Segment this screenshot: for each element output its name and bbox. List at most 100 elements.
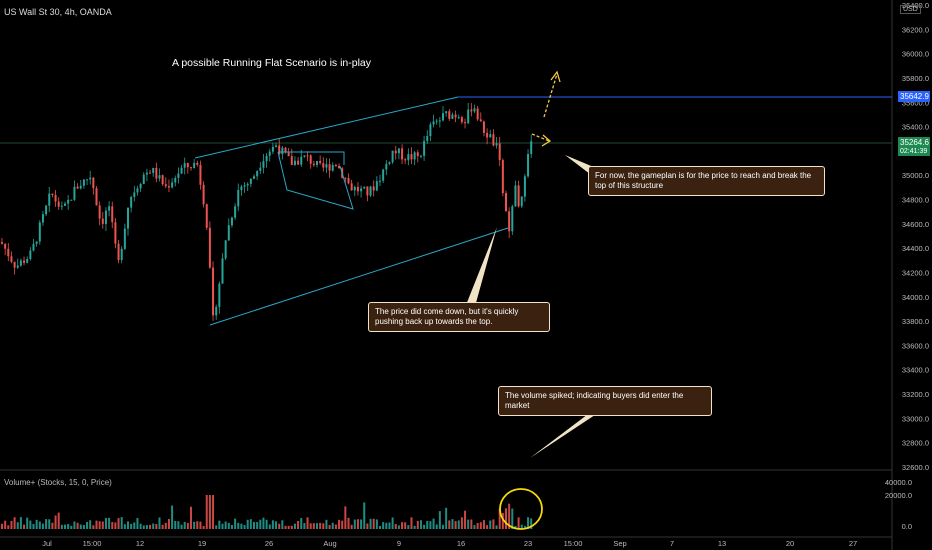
- volume-bar: [281, 520, 284, 529]
- volume-bar: [442, 524, 444, 529]
- volume-bar: [356, 519, 359, 529]
- volume-bar: [438, 511, 441, 529]
- volume-bar: [316, 523, 318, 529]
- volume-bar: [180, 524, 183, 529]
- volume-bar: [133, 522, 136, 529]
- volume-bar: [287, 525, 290, 529]
- volume-bar: [372, 518, 375, 529]
- last-price-tag[interactable]: 35264.6: [898, 137, 930, 148]
- candle-body: [505, 193, 507, 212]
- volume-bar: [401, 522, 404, 529]
- volume-bar: [492, 519, 495, 529]
- price-down-callout[interactable]: The price did come down, but it's quickl…: [368, 302, 550, 332]
- resistance-price-tag[interactable]: 35642.9: [898, 91, 930, 102]
- price-tick-label: 35600.0: [902, 98, 929, 107]
- candle-body: [38, 222, 41, 242]
- candle-body: [19, 260, 22, 266]
- volume-bar: [385, 522, 388, 529]
- candle-body: [419, 155, 422, 157]
- candle-body: [246, 183, 249, 186]
- candle-body: [26, 258, 29, 263]
- candle-body: [486, 132, 489, 138]
- time-axis[interactable]: Jul 15:00 12 19 26 Aug 9 16 23 15:00 Sep 7 13 20 27: [42, 539, 857, 548]
- volume-bar: [19, 517, 22, 529]
- volume-bar: [508, 503, 511, 529]
- volume-bar: [319, 522, 322, 529]
- volume-bar: [423, 524, 426, 529]
- symbol-label[interactable]: US Wall St 30, 4h, OANDA: [4, 7, 112, 17]
- volume-bar: [51, 522, 54, 529]
- volume-bar: [344, 506, 347, 529]
- lower-trendline[interactable]: [209, 227, 509, 326]
- candle-body: [29, 250, 32, 259]
- volume-bar: [413, 525, 416, 529]
- candle-body: [290, 156, 293, 165]
- candle-body: [312, 163, 315, 166]
- volume-bar: [120, 517, 123, 529]
- triangle-pattern[interactable]: [277, 151, 354, 210]
- price-tick-label: 36000.0: [902, 50, 929, 59]
- volume-bar: [161, 524, 164, 529]
- candle-body: [322, 163, 325, 168]
- triangle-top-line[interactable]: [278, 151, 345, 165]
- volume-bar: [202, 525, 205, 529]
- price-down-callout-text: The price did come down, but it's quickl…: [375, 307, 519, 326]
- time-tick-label: Jul: [42, 539, 52, 548]
- volume-bar: [35, 519, 38, 529]
- volume-bar: [451, 519, 454, 529]
- volume-bar: [268, 524, 271, 529]
- volume-bar: [142, 525, 145, 529]
- volume-bar: [432, 518, 435, 529]
- upper-trendline[interactable]: [194, 96, 459, 159]
- candle-body: [284, 147, 287, 153]
- volume-bar: [278, 523, 281, 529]
- volume-bar: [360, 519, 363, 529]
- volume-bar: [303, 523, 306, 529]
- price-axis[interactable]: 36400.036200.036000.035800.035600.035400…: [902, 1, 929, 472]
- price-tick-label: 34400.0: [902, 244, 929, 253]
- volume-bar: [234, 518, 237, 529]
- candle-body: [41, 214, 44, 223]
- volume-bar: [155, 523, 158, 529]
- volume-bar: [486, 525, 489, 529]
- candle-body: [224, 240, 227, 259]
- time-tick-label: 20: [786, 539, 794, 548]
- volume-bar: [363, 502, 366, 529]
- time-tick-label: 15:00: [83, 539, 102, 548]
- volume-indicator-label[interactable]: Volume+ (Stocks, 15, 0, Price): [4, 478, 112, 487]
- volume-bar: [139, 523, 142, 529]
- volume-bar: [256, 522, 259, 529]
- volume-bar: [505, 508, 507, 529]
- candles-group: [1, 102, 533, 321]
- volume-bar: [215, 525, 218, 529]
- candle-body: [130, 197, 133, 208]
- price-tick-label: 34800.0: [902, 196, 929, 205]
- volume-bar: [246, 519, 249, 529]
- volume-bar: [177, 521, 180, 529]
- currency-badge[interactable]: USD: [900, 5, 921, 14]
- volume-bar: [29, 520, 32, 529]
- candle-body: [309, 155, 312, 164]
- candle-body: [464, 122, 467, 124]
- candle-body: [186, 163, 189, 168]
- price-tick-label: 33200.0: [902, 390, 929, 399]
- candle-body: [435, 120, 438, 122]
- volume-bar: [495, 525, 498, 529]
- candle-body: [356, 186, 359, 192]
- candle-body: [133, 192, 136, 198]
- gameplan-callout[interactable]: For now, the gameplan is for the price t…: [588, 166, 825, 196]
- volume-bar: [306, 517, 309, 529]
- time-tick-label: 16: [457, 539, 465, 548]
- candle-body: [123, 228, 126, 249]
- volume-bar: [379, 525, 381, 529]
- candle-body: [142, 174, 145, 184]
- volume-bar: [482, 520, 485, 529]
- volume-bar: [76, 522, 79, 529]
- candle-body: [161, 175, 164, 185]
- volume-callout[interactable]: The volume spiked; indicating buyers did…: [498, 386, 712, 416]
- volume-bar: [164, 522, 167, 529]
- candle-body: [300, 156, 303, 165]
- volume-bar: [4, 520, 7, 529]
- volume-bar: [419, 520, 422, 529]
